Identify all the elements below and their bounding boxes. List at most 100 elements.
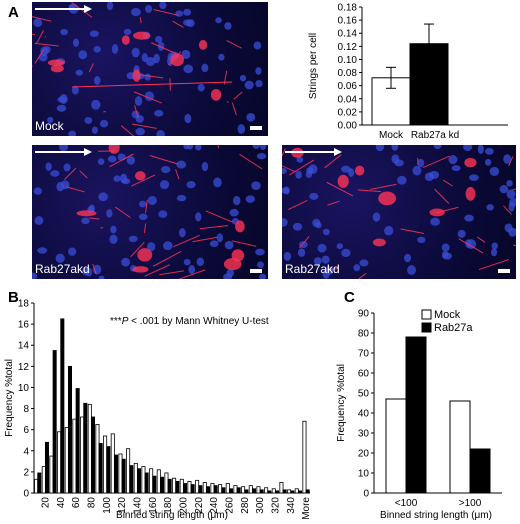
legend-item: Rab27a [421,322,473,334]
bar [72,418,77,494]
bar [264,487,269,494]
y-tick-label: 40 [358,409,370,420]
bar [244,489,249,494]
bar [133,463,138,494]
bar [110,433,115,494]
bar [60,318,65,494]
micrograph-label: Rab27akd [285,262,340,276]
x-tick-label: 60 [71,497,82,509]
direction-arrow [35,5,92,13]
bar [198,485,203,494]
x-axis-title: Binned string length (μm) [116,510,228,521]
x-tick-label: 20 [41,497,52,509]
x-tick-label: 100 [102,497,113,514]
bar [287,489,292,494]
bar [126,448,131,494]
x-tick-label: >100 [459,498,482,509]
bar [282,489,287,494]
bar [83,402,88,494]
scale-bar [498,269,510,273]
bar [195,479,200,494]
y-tick-label: 0.06 [338,81,358,92]
bar [405,336,427,494]
x-tick-label: 280 [240,497,251,514]
y-tick-label: 0.16 [338,16,358,27]
x-tick-label: More [301,497,312,520]
x-tick-label: 240 [209,497,220,514]
y-tick-label: 6 [23,425,29,436]
bar [190,484,195,494]
bar [149,468,154,494]
y-tick-label: 70 [358,349,370,360]
x-tick-label: 320 [271,497,282,514]
bar [297,490,303,494]
chart-string-length-histogram: 0 2 4 6 8 10 12 14 16 18 Frequency %total Binned st… [4,299,312,522]
bar [106,446,111,494]
y-tick-label: 0.14 [338,29,358,40]
bar [49,455,54,494]
chart-binned-frequency: 0 10 20 30 40 50 60 70 80 90 Frequency %total Binne… [336,309,502,521]
bar [256,486,261,494]
legend-swatch [421,322,432,333]
bar [221,487,226,494]
bar [385,398,407,494]
y-tick-label: 0.10 [338,55,358,66]
y-tick-label: 0.08 [338,68,358,79]
bar [259,489,264,494]
bar [449,400,471,494]
bar [205,486,211,494]
bar [251,488,257,494]
bar [44,441,50,494]
micrograph-image [32,2,263,136]
bar [34,478,39,494]
bar [41,466,46,494]
bar [129,465,134,494]
bar [290,490,295,494]
bar [152,475,157,494]
x-tick-label: 220 [194,497,205,514]
micrograph-rab27akd-left: Rab27akd [32,145,268,279]
bar [294,488,299,494]
bar [248,485,253,494]
x-tick-label: 260 [225,497,236,514]
bar [121,458,126,494]
bar [90,416,96,494]
significance-annotation: ***P < .001 by Mann Whitney U-test [110,316,269,327]
legend-label: Rab27a [434,322,473,334]
bar [118,453,123,494]
bar [210,483,215,494]
y-tick-label: 10 [358,469,370,480]
bar [95,423,100,494]
y-tick-label: 0.00 [338,121,358,132]
y-tick-label: 30 [358,429,370,440]
y-tick-label: 20 [358,449,370,460]
bar [87,403,92,494]
bar [172,477,177,494]
bar [52,350,57,494]
bar [182,483,188,494]
y-axis-title: Strings per cell [308,33,319,99]
bar [218,484,223,494]
x-tick-label: 140 [133,497,144,514]
x-tick-label: 340 [286,497,297,514]
chart-strings-per-cell: 0.00 0.02 0.04 0.06 0.08 0.10 0.12 0.14 0.16 0.18… [308,3,508,141]
bar [305,489,310,494]
bar [179,478,184,494]
micrograph-image [282,145,516,279]
y-tick-label: 2 [23,467,29,478]
bar [236,487,241,494]
bar [469,448,491,494]
y-tick-label: 10 [18,383,30,394]
x-tick-label: Rab27a kd [411,130,459,141]
bar [136,468,142,494]
y-tick-label: 18 [18,299,30,310]
legend-label: Mock [434,309,461,321]
y-tick-label: 60 [358,369,370,380]
x-tick-label: 120 [117,497,128,514]
bar [271,488,276,494]
x-tick-label: 180 [163,497,174,514]
bar [202,482,207,494]
bar [225,483,230,494]
legend-swatch [421,309,432,320]
bar [64,427,69,494]
